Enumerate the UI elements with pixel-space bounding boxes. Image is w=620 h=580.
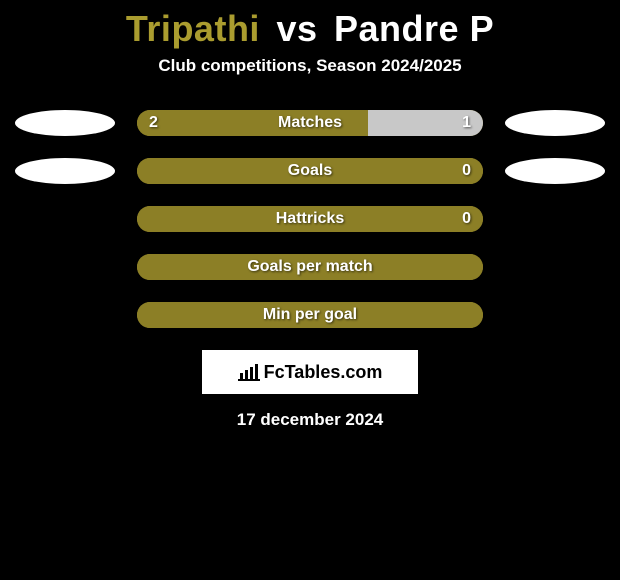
left-badge: [15, 302, 115, 328]
stat-bar: 0Goals: [137, 158, 483, 184]
date-label: 17 december 2024: [0, 410, 620, 430]
ellipse-icon: [505, 158, 605, 184]
stat-label: Matches: [137, 110, 483, 136]
stat-row: 21Matches: [0, 110, 620, 136]
ellipse-icon: [15, 110, 115, 136]
subtitle: Club competitions, Season 2024/2025: [0, 56, 620, 76]
stat-label: Min per goal: [137, 302, 483, 328]
stat-bar: 0Hattricks: [137, 206, 483, 232]
vs-label: vs: [276, 8, 317, 49]
logo-text: FcTables.com: [264, 362, 383, 383]
comparison-title: Tripathi vs Pandre P: [0, 0, 620, 56]
stat-bar: Min per goal: [137, 302, 483, 328]
chart-icon: [238, 363, 260, 381]
stats-container: 21Matches 0Goals 0Hattricks Goals per match…: [0, 110, 620, 328]
player2-name: Pandre P: [334, 8, 494, 49]
stat-label: Goals per match: [137, 254, 483, 280]
stat-label: Hattricks: [137, 206, 483, 232]
stat-row: Min per goal: [0, 302, 620, 328]
right-badge: [505, 302, 605, 328]
left-badge: [15, 158, 115, 184]
right-badge: [505, 110, 605, 136]
left-badge: [15, 206, 115, 232]
ellipse-icon: [15, 158, 115, 184]
logo: FcTables.com: [238, 362, 383, 383]
player1-name: Tripathi: [126, 8, 260, 49]
ellipse-icon: [505, 110, 605, 136]
logo-box: FcTables.com: [202, 350, 418, 394]
stat-row: 0Goals: [0, 158, 620, 184]
stat-bar: 21Matches: [137, 110, 483, 136]
right-badge: [505, 254, 605, 280]
stat-row: 0Hattricks: [0, 206, 620, 232]
stat-bar: Goals per match: [137, 254, 483, 280]
right-badge: [505, 158, 605, 184]
left-badge: [15, 254, 115, 280]
left-badge: [15, 110, 115, 136]
stat-label: Goals: [137, 158, 483, 184]
right-badge: [505, 206, 605, 232]
stat-row: Goals per match: [0, 254, 620, 280]
